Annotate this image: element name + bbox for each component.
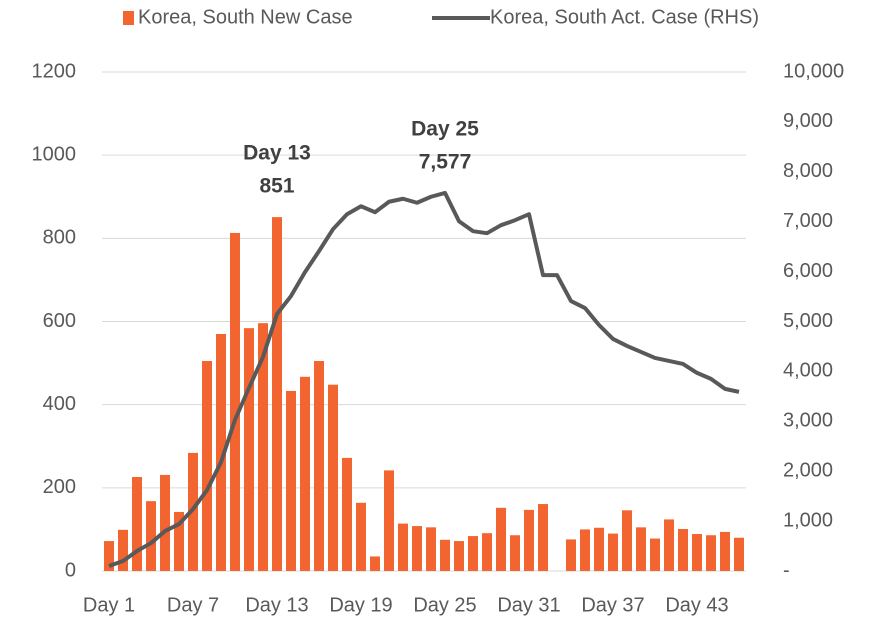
bar bbox=[636, 527, 646, 571]
y2-tick-label: 9,000 bbox=[783, 110, 833, 132]
annotation: Day 25 bbox=[411, 117, 479, 140]
x-tick-label: Day 43 bbox=[665, 594, 728, 616]
y2-tick-label: 3,000 bbox=[783, 410, 833, 432]
y2-tick-label: 6,000 bbox=[783, 260, 833, 282]
x-tick-label: Day 31 bbox=[497, 594, 560, 616]
bar bbox=[174, 511, 184, 571]
y2-tick-label: 7,000 bbox=[783, 210, 833, 232]
bar bbox=[230, 232, 240, 572]
bar bbox=[580, 529, 590, 571]
bar bbox=[146, 501, 156, 571]
bar bbox=[384, 470, 394, 571]
y2-tick-label: - bbox=[783, 559, 790, 581]
y-tick-label: 800 bbox=[43, 227, 76, 249]
x-tick-label: Day 19 bbox=[329, 594, 392, 616]
legend-label: Korea, South New Case bbox=[138, 6, 353, 28]
bar bbox=[314, 361, 324, 571]
bar bbox=[510, 535, 520, 571]
bar bbox=[286, 390, 296, 571]
x-tick-label: Day 7 bbox=[167, 594, 219, 616]
bar bbox=[566, 539, 576, 571]
annotation: Day 13 bbox=[243, 142, 311, 165]
y2-tick-label: 1,000 bbox=[783, 509, 833, 531]
bar bbox=[216, 333, 226, 571]
bar bbox=[160, 474, 170, 571]
bar bbox=[356, 502, 366, 571]
y-tick-label: 200 bbox=[43, 476, 76, 498]
bar bbox=[678, 529, 688, 571]
bar bbox=[650, 538, 660, 571]
bar bbox=[342, 457, 352, 571]
bar bbox=[104, 541, 114, 571]
annotation: 7,577 bbox=[419, 150, 472, 173]
bar bbox=[300, 376, 310, 571]
bar bbox=[664, 519, 674, 571]
y-tick-label: 0 bbox=[65, 559, 76, 581]
bar bbox=[272, 217, 282, 571]
line bbox=[108, 190, 740, 568]
bar bbox=[734, 537, 744, 571]
bar bbox=[328, 384, 338, 571]
x-tick-label: Day 37 bbox=[581, 594, 644, 616]
legend-swatch bbox=[123, 11, 134, 25]
y2-tick-label: 2,000 bbox=[783, 459, 833, 481]
y-tick-label: 1200 bbox=[32, 60, 77, 82]
bar bbox=[398, 523, 408, 571]
y-tick-label: 400 bbox=[43, 393, 76, 415]
bar bbox=[594, 527, 604, 571]
bar bbox=[412, 526, 422, 571]
legend-label: Korea, South Act. Case (RHS) bbox=[490, 6, 759, 28]
bar bbox=[482, 533, 492, 571]
bar bbox=[454, 541, 464, 571]
bar bbox=[258, 323, 268, 571]
x-tick-label: Day 1 bbox=[83, 594, 135, 616]
y2-tick-label: 10,000 bbox=[783, 60, 844, 82]
bar bbox=[244, 328, 254, 571]
y2-tick-label: 4,000 bbox=[783, 360, 833, 382]
bar bbox=[118, 529, 128, 571]
bar bbox=[496, 507, 506, 571]
bar bbox=[370, 556, 380, 571]
bar bbox=[524, 509, 534, 571]
bar bbox=[132, 477, 142, 571]
bar bbox=[720, 531, 730, 571]
annotation: 851 bbox=[259, 175, 294, 198]
y2-tick-label: 8,000 bbox=[783, 160, 833, 182]
y-tick-label: 1000 bbox=[32, 143, 77, 165]
y2-tick-label: 5,000 bbox=[783, 310, 833, 332]
bar bbox=[426, 527, 436, 571]
bar bbox=[440, 539, 450, 571]
x-tick-label: Day 13 bbox=[245, 594, 308, 616]
bar bbox=[468, 536, 478, 571]
x-tick-label: Day 25 bbox=[413, 594, 476, 616]
y-tick-label: 600 bbox=[43, 310, 76, 332]
bar bbox=[706, 535, 716, 571]
bar bbox=[692, 533, 702, 571]
bar bbox=[622, 510, 632, 571]
bar bbox=[538, 504, 548, 571]
bar bbox=[608, 533, 618, 571]
bar bbox=[202, 361, 212, 571]
